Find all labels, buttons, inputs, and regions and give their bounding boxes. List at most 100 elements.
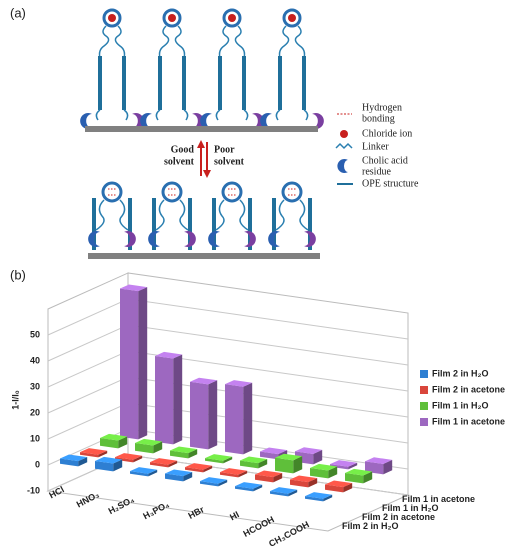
bar-front xyxy=(270,491,289,497)
bar-side xyxy=(238,470,248,478)
legend-label: Linker xyxy=(362,141,389,152)
bar-front xyxy=(240,460,259,469)
bar xyxy=(225,380,253,455)
bar xyxy=(345,468,373,484)
bar-side xyxy=(218,479,228,487)
bar-top xyxy=(345,468,373,476)
bar-front xyxy=(225,384,244,455)
bar-top xyxy=(240,456,268,464)
bar xyxy=(60,454,88,467)
x-tick-label: HI xyxy=(228,509,241,522)
bar xyxy=(235,482,263,492)
bar-side xyxy=(118,436,128,449)
bar-front xyxy=(190,381,209,450)
bar-side xyxy=(203,465,213,473)
bar-top xyxy=(80,448,108,455)
y-axis-title: 1-I/I₀ xyxy=(10,390,20,410)
bar-top xyxy=(115,453,143,460)
bar xyxy=(165,469,193,482)
bar-front xyxy=(80,452,99,458)
bar-front xyxy=(130,471,149,477)
bar-side xyxy=(313,449,323,465)
bar xyxy=(155,351,183,445)
bar-front xyxy=(305,496,324,502)
y-tick-label: 0 xyxy=(35,459,40,469)
bar xyxy=(310,463,338,479)
bar-side xyxy=(328,466,338,479)
bar-top xyxy=(330,460,358,467)
bar-top xyxy=(325,480,353,488)
bar-front xyxy=(185,467,204,473)
bar-side xyxy=(308,478,318,488)
legend-label: Chloride ion xyxy=(362,128,412,139)
bar xyxy=(190,377,218,450)
bar xyxy=(130,467,158,477)
bar xyxy=(185,463,213,473)
bar xyxy=(170,446,198,459)
bar-top xyxy=(200,477,228,484)
bar-top xyxy=(295,447,323,454)
bar-top xyxy=(135,438,163,446)
bar-front xyxy=(135,442,154,454)
bar-side xyxy=(293,456,303,474)
bar-side xyxy=(148,469,158,477)
bar-front xyxy=(165,473,184,482)
bar-top xyxy=(365,457,393,464)
legend-label: residue xyxy=(362,166,391,177)
bar-side xyxy=(288,489,298,497)
bar-front xyxy=(115,457,134,463)
bar xyxy=(220,468,248,478)
bar-front xyxy=(205,458,224,464)
bar xyxy=(305,492,333,502)
bar xyxy=(135,438,163,454)
bar-front xyxy=(365,461,384,475)
bar-top xyxy=(130,467,158,474)
bar-side xyxy=(138,287,148,440)
legend-label: bonding xyxy=(362,113,395,124)
bar-top xyxy=(205,454,233,461)
bar xyxy=(240,456,268,469)
legend-swatch xyxy=(420,370,428,378)
depth-label: Film 1 in acetone xyxy=(402,494,475,504)
poor-solvent: solvent xyxy=(214,156,245,167)
diagram-legend: Hydrogen bonding Chloride ion Linker Cho… xyxy=(335,102,419,189)
legend-label: Cholic acid xyxy=(362,155,408,166)
bar-top xyxy=(155,351,183,359)
bar-side xyxy=(153,441,163,454)
bar-front xyxy=(255,474,274,483)
y-tick-label: 10 xyxy=(30,433,40,443)
bar-top xyxy=(220,468,248,475)
bar-side xyxy=(78,457,88,467)
bar-top xyxy=(310,463,338,471)
legend-label: OPE structure xyxy=(362,178,419,189)
bar-front xyxy=(235,486,254,492)
bar-top xyxy=(270,487,298,494)
bar-top xyxy=(100,433,128,441)
legend-label: Film 2 in H₂O xyxy=(432,368,489,378)
legend-label: Film 1 in H₂O xyxy=(432,400,489,410)
legend-label: Film 1 in acetone xyxy=(432,416,505,426)
bar xyxy=(150,458,178,468)
collapsed-film xyxy=(86,181,320,259)
panel-label: (a) xyxy=(10,5,26,20)
bar-front xyxy=(200,481,219,487)
bar xyxy=(95,456,123,472)
bar-side xyxy=(323,494,333,502)
bar-front xyxy=(275,457,294,474)
bar-side xyxy=(133,455,143,463)
bar xyxy=(255,470,283,483)
bar-top xyxy=(60,454,88,462)
bar-top xyxy=(260,447,288,455)
bar-top xyxy=(225,380,253,387)
bar xyxy=(295,447,323,465)
bar-front xyxy=(170,450,189,459)
bar-front xyxy=(155,355,174,445)
bar-side xyxy=(258,459,268,469)
bar-side xyxy=(383,459,393,475)
bar-front xyxy=(260,451,279,460)
bar-front xyxy=(345,472,364,484)
legend-swatch xyxy=(420,386,428,394)
bar-side xyxy=(183,472,193,482)
bar-side xyxy=(273,473,283,483)
